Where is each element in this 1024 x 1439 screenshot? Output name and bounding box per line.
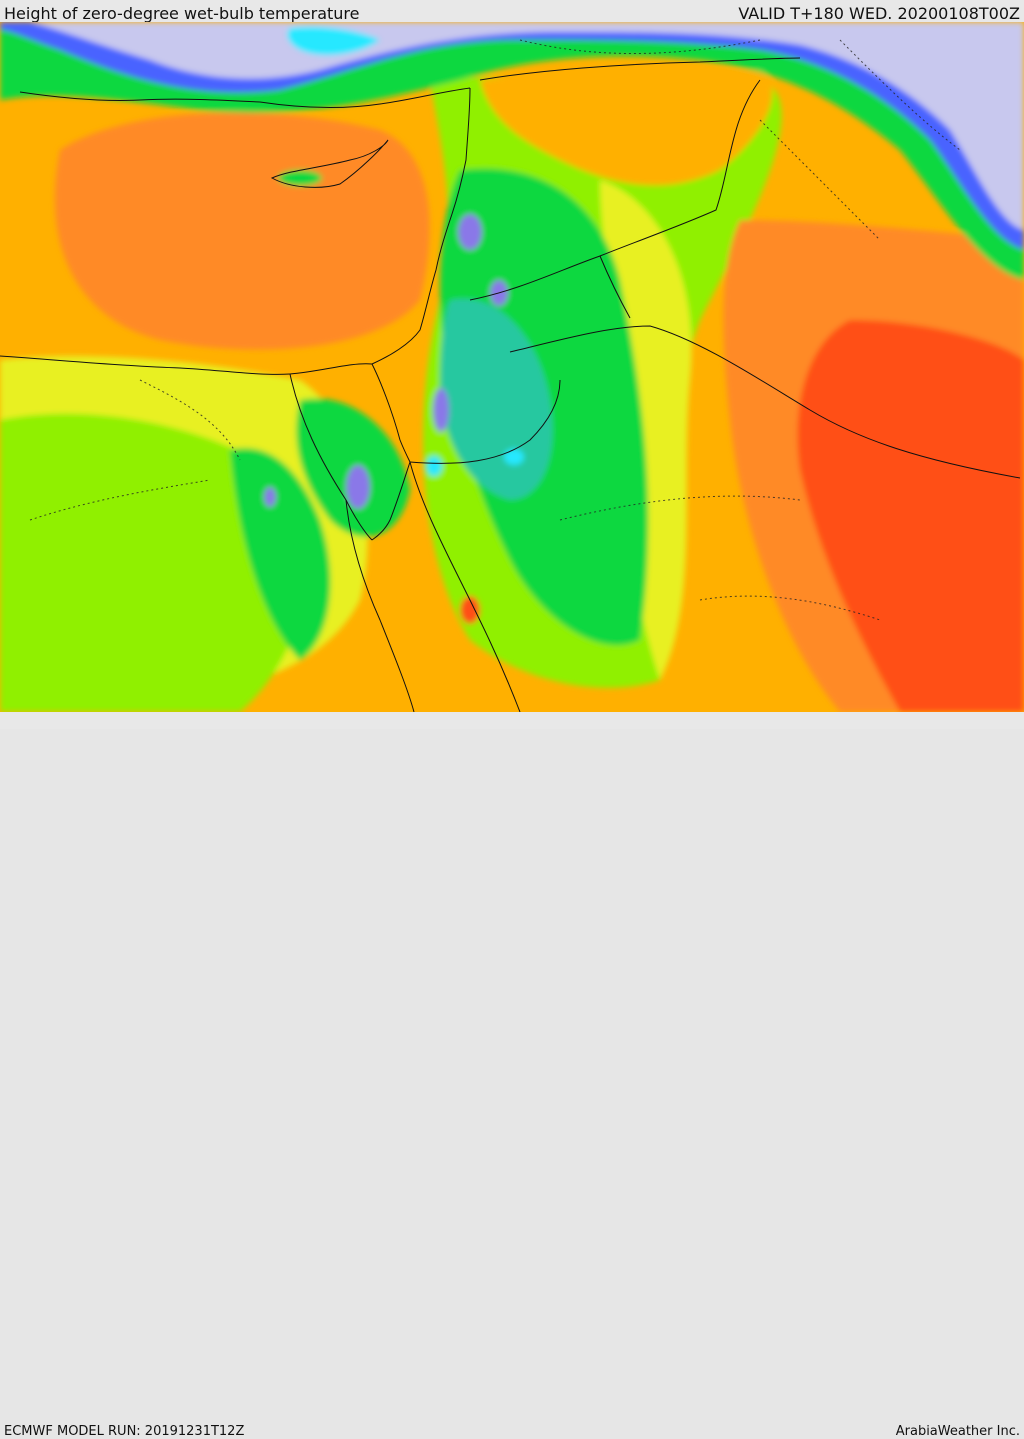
field-blue-north (0, 22, 1024, 250)
border-egypt-israel (371, 363, 411, 463)
coastlines (0, 57, 1021, 712)
brand-label: ArabiaWeather Inc. (895, 1424, 1020, 1439)
field-amber-syria (480, 70, 773, 186)
spot-cyan-jordan (504, 449, 524, 465)
admin-line-turkey-1 (519, 39, 761, 54)
header-bar: Height of zero-degree wet-bulb temperatu… (0, 0, 1024, 23)
field-lavender-north (30, 22, 1024, 230)
admin-line-iraq-1 (759, 119, 881, 241)
border-iraq-saudi (509, 325, 1021, 479)
map-title: Height of zero-degree wet-bulb temperatu… (4, 4, 360, 23)
border-syria-iraq (599, 79, 761, 257)
admin-boundaries (29, 39, 961, 621)
spot-lebanon-mountains (458, 214, 482, 250)
border-turkey-syria (479, 57, 801, 81)
field-teal-jordan (440, 298, 553, 500)
footer-bar: ECMWF MODEL RUN: 20191231T12Z ArabiaWeat… (0, 712, 1024, 1439)
spot-negev (433, 388, 449, 432)
spot-sinai-mountains (346, 465, 370, 509)
admin-line-saudi-1 (559, 495, 801, 521)
spot-cyan-aqaba (426, 456, 442, 476)
field-red-gulf (797, 320, 1024, 712)
coastline-red-sea-west (345, 499, 415, 712)
border-jordan-saudi (409, 379, 561, 464)
field-lime-egypt (0, 413, 309, 712)
spot-eastern-desert (264, 487, 276, 507)
map-canvas (0, 22, 1024, 712)
field-cyan-patch (287, 26, 380, 56)
coastline-gulf-of-suez (289, 373, 373, 541)
spot-red-sea-coast (460, 596, 480, 624)
coastline-gulf-of-aqaba (371, 461, 411, 541)
coastline-north-africa (0, 87, 471, 375)
admin-line-turkey-2 (839, 39, 961, 151)
admin-line-saudi-2 (699, 595, 881, 621)
spot-cyprus-green (278, 170, 322, 186)
coastline-turkey (19, 87, 471, 109)
coastline-cyprus (270, 139, 389, 188)
map-svg (0, 22, 1024, 712)
admin-line-egypt-1 (139, 379, 241, 461)
field-green-egypt (230, 448, 331, 660)
field-orange-mediterranean (54, 112, 430, 350)
valid-time-label: VALID T+180 WED. 20200108T00Z (738, 4, 1020, 23)
model-run-label: ECMWF MODEL RUN: 20191231T12Z (4, 1424, 245, 1439)
border-syria-jordan (469, 255, 631, 319)
coastline-red-sea-east (409, 461, 521, 712)
